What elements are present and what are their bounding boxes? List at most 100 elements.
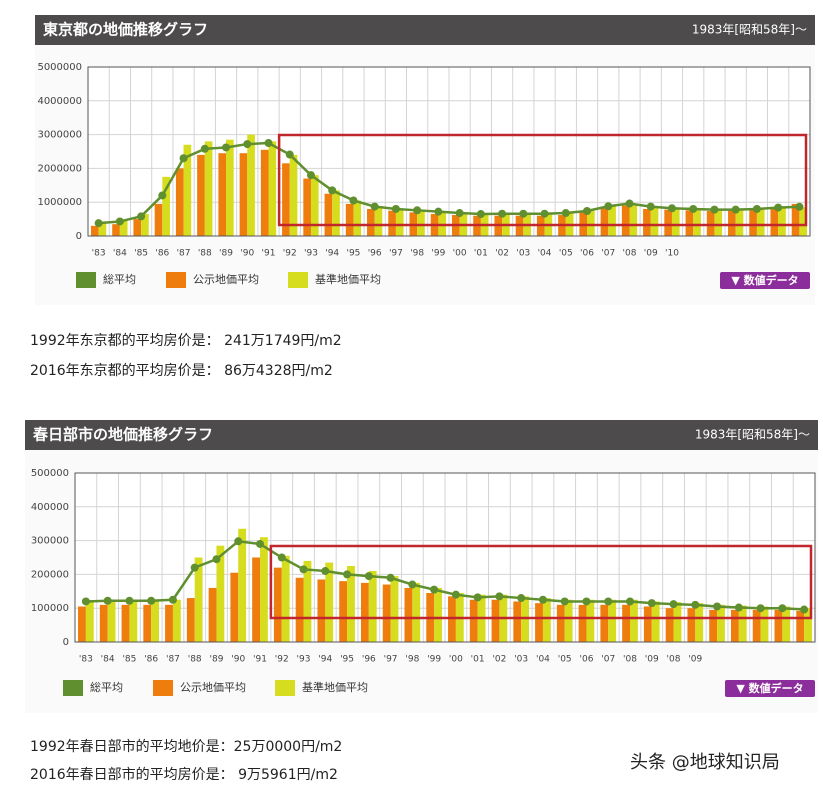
y-tick-label: 1000000	[37, 197, 82, 208]
data-button[interactable]	[720, 272, 810, 289]
y-tick-label: 300000	[31, 536, 69, 547]
chart-title: 春日部市の地価推移グラフ	[33, 426, 213, 444]
bar	[325, 562, 334, 642]
plot-border	[87, 66, 811, 237]
bar	[390, 576, 399, 642]
bar	[282, 163, 290, 236]
chart-title: 東京都の地価推移グラフ	[43, 21, 208, 39]
y-tick-label: 5000000	[37, 62, 82, 73]
bar	[197, 154, 205, 236]
x-tick-label: '88	[198, 249, 212, 259]
bar	[730, 609, 739, 642]
bar	[621, 205, 630, 236]
point	[604, 597, 613, 606]
bar	[218, 153, 227, 236]
bar	[706, 210, 715, 236]
bar	[226, 139, 234, 236]
bar	[382, 584, 391, 642]
legend-swatch	[153, 680, 173, 696]
x-tick-label: '10	[665, 249, 679, 259]
x-tick-label: '07	[601, 655, 615, 665]
x-tick-label: '99	[427, 655, 441, 665]
bar	[374, 206, 383, 236]
x-tick-label: '05	[559, 249, 573, 259]
bar	[630, 599, 638, 642]
bar	[469, 599, 478, 642]
x-tick-label: '05	[558, 655, 572, 665]
x-tick-label: '89	[219, 249, 233, 259]
legend-label: 基準地価平均	[315, 272, 381, 286]
watermark: 头条 @地球知识局	[630, 752, 780, 773]
bar	[353, 200, 362, 236]
x-tick-label: '87	[166, 655, 180, 665]
point	[277, 553, 286, 562]
note-text: 2016年东京都的平均房价是： 86万4328円/m2	[30, 363, 333, 379]
bar	[717, 604, 725, 642]
data-button[interactable]	[725, 680, 815, 697]
bar	[143, 604, 152, 642]
bar	[556, 604, 565, 642]
bar	[650, 206, 659, 236]
point	[646, 202, 655, 211]
x-tick-label: '01	[471, 655, 485, 665]
point	[691, 600, 700, 609]
bar	[709, 609, 718, 642]
plot-border	[74, 472, 816, 643]
bar	[651, 601, 660, 642]
data-button-label[interactable]: ▼ 数値データ	[736, 681, 803, 695]
point	[386, 573, 395, 582]
note-text: 1992年东京都的平均房价是： 241万1749円/m2	[30, 333, 342, 349]
y-tick-label: 500000	[31, 468, 69, 479]
x-tick-label: '96	[362, 655, 376, 665]
point	[669, 600, 678, 609]
point	[434, 207, 443, 216]
point	[137, 212, 146, 221]
bar	[186, 598, 195, 642]
point	[710, 205, 719, 214]
bar	[587, 210, 595, 236]
bar	[247, 134, 255, 236]
bar	[735, 209, 744, 236]
x-tick-label: '03	[516, 249, 530, 259]
bar	[239, 153, 248, 236]
y-tick-label: 3000000	[37, 130, 82, 141]
bar	[622, 604, 630, 642]
x-tick-label: '98	[410, 249, 424, 259]
bar	[78, 606, 86, 642]
point	[625, 199, 634, 208]
x-tick-label: '92	[283, 249, 297, 259]
bar	[770, 208, 779, 236]
point	[408, 580, 417, 589]
x-tick-label: '06	[580, 249, 594, 259]
x-tick-label: '99	[431, 249, 445, 259]
x-tick-label: '90	[231, 655, 245, 665]
point	[430, 585, 439, 594]
bar	[129, 601, 138, 642]
x-tick-label: '94	[318, 655, 332, 665]
y-tick-label: 200000	[31, 569, 69, 580]
data-button-label[interactable]: ▼ 数値データ	[731, 273, 798, 287]
point	[752, 204, 761, 213]
bar	[791, 203, 800, 236]
x-tick-label: '95	[340, 655, 354, 665]
point	[519, 209, 528, 218]
x-tick-label: '08	[623, 249, 637, 259]
legend-swatch	[166, 272, 186, 288]
bar	[368, 571, 377, 642]
bar	[491, 599, 500, 642]
bar	[165, 604, 173, 642]
bar	[324, 193, 333, 236]
bar	[799, 207, 808, 236]
bar	[564, 599, 573, 642]
x-tick-label: '93	[304, 249, 318, 259]
point	[604, 202, 613, 211]
x-tick-label: '08	[667, 655, 681, 665]
bar	[208, 587, 217, 642]
point	[81, 597, 90, 606]
x-tick-label: '08	[623, 655, 637, 665]
line	[98, 141, 800, 225]
point	[125, 596, 134, 605]
point	[800, 605, 809, 614]
bar	[151, 601, 160, 642]
bar	[230, 572, 239, 642]
